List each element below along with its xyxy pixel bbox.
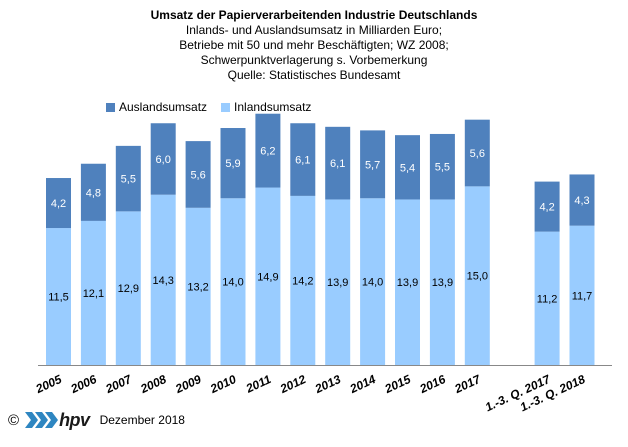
- x-tick-label-2013: 2013: [312, 372, 343, 397]
- bar-auslandsumsatz-2013: [325, 126, 351, 200]
- bar-auslandsumsatz-2010: [220, 128, 246, 199]
- data-label-auslandsumsatz-2013: 6,1: [330, 158, 345, 170]
- bar-auslandsumsatz-1-3-q-2018: [569, 174, 595, 226]
- legend-label-auslandsumsatz: Auslandsumsatz: [119, 100, 208, 114]
- bar-inlandsumsatz-2011: [255, 187, 281, 365]
- data-label-inlandsumsatz-2010: 14,0: [222, 277, 243, 289]
- data-label-auslandsumsatz-1-3-q-2018: 4,3: [574, 195, 589, 207]
- data-label-auslandsumsatz-1-3-q-2017: 4,2: [539, 202, 554, 214]
- bar-inlandsumsatz-2005: [46, 228, 71, 365]
- data-label-auslandsumsatz-2010: 5,9: [225, 158, 240, 170]
- x-tick-label-2017: 2017: [452, 371, 484, 396]
- data-label-auslandsumsatz-2017: 5,6: [470, 148, 485, 160]
- data-label-inlandsumsatz-2011: 14,9: [257, 271, 278, 283]
- chart-legend: Auslandsumsatz Inlandsumsatz: [106, 100, 311, 114]
- x-tick-label-2006: 2006: [68, 372, 99, 397]
- data-label-auslandsumsatz-2009: 5,6: [190, 169, 205, 181]
- bar-inlandsumsatz-2017: [464, 186, 490, 365]
- footer-date: Dezember 2018: [99, 413, 185, 427]
- chart-subtitle-line-2: Betriebe mit 50 und mehr Beschäftigten; …: [179, 38, 449, 52]
- x-tick-label-2012: 2012: [277, 372, 308, 397]
- bar-auslandsumsatz-2012: [290, 123, 316, 196]
- bar-inlandsumsatz-2014: [360, 198, 386, 365]
- data-label-auslandsumsatz-2006: 4,8: [86, 187, 101, 199]
- bar-auslandsumsatz-2008: [150, 123, 176, 195]
- bar-auslandsumsatz-2014: [360, 130, 386, 199]
- x-tick-label-2005: 2005: [33, 372, 64, 397]
- data-label-auslandsumsatz-2007: 5,5: [121, 174, 136, 186]
- x-tick-label-2009: 2009: [172, 372, 203, 397]
- hpv-logo: hpv: [25, 410, 90, 431]
- bar-auslandsumsatz-2016: [429, 133, 455, 200]
- chart-titles: Umsatz der Papierverarbeitenden Industri…: [0, 8, 628, 83]
- bar-inlandsumsatz-2012: [290, 195, 316, 365]
- data-label-inlandsumsatz-2009: 13,2: [187, 281, 208, 293]
- chart-title: Umsatz der Papierverarbeitenden Industri…: [150, 8, 478, 22]
- bar-inlandsumsatz-2015: [395, 199, 420, 365]
- legend-swatch-inlandsumsatz: [221, 102, 231, 112]
- data-label-auslandsumsatz-2008: 6,0: [156, 154, 171, 166]
- data-label-inlandsumsatz-2012: 14,2: [292, 275, 313, 287]
- data-label-inlandsumsatz-1-3-q-2018: 11,7: [572, 290, 593, 302]
- x-tick-label-2016: 2016: [417, 372, 448, 397]
- x-tick-label-2010: 2010: [207, 372, 238, 397]
- bar-inlandsumsatz-2010: [220, 198, 246, 365]
- legend-item-inlandsumsatz: Inlandsumsatz: [221, 100, 311, 114]
- copyright-symbol: ©: [8, 411, 20, 429]
- bar-auslandsumsatz-2017: [464, 119, 490, 187]
- x-tick-label-2008: 2008: [137, 372, 168, 397]
- data-label-inlandsumsatz-2014: 14,0: [362, 277, 383, 289]
- data-label-inlandsumsatz-2015: 13,9: [397, 277, 418, 289]
- bar-inlandsumsatz-2013: [325, 199, 351, 365]
- data-label-inlandsumsatz-2006: 12,1: [83, 288, 104, 300]
- data-label-auslandsumsatz-2005: 4,2: [51, 198, 66, 210]
- bar-inlandsumsatz-2016: [429, 199, 455, 365]
- bar-auslandsumsatz-2009: [185, 141, 211, 208]
- data-label-inlandsumsatz-2007: 12,9: [118, 283, 139, 295]
- data-label-auslandsumsatz-2011: 6,2: [260, 146, 275, 158]
- bar-inlandsumsatz-2009: [185, 207, 211, 365]
- bar-inlandsumsatz-1-3-q-2017: [534, 231, 560, 365]
- data-label-inlandsumsatz-1-3-q-2017: 11,2: [537, 293, 558, 305]
- legend-item-auslandsumsatz: Auslandsumsatz: [106, 100, 207, 114]
- hpv-logo-arrows-icon: [25, 412, 59, 428]
- data-label-inlandsumsatz-2016: 13,9: [432, 277, 453, 289]
- bar-auslandsumsatz-1-3-q-2017: [534, 181, 560, 232]
- bar-auslandsumsatz-2007: [115, 145, 141, 212]
- bar-inlandsumsatz-2006: [80, 220, 106, 365]
- x-tick-label-2015: 2015: [382, 372, 413, 397]
- data-label-auslandsumsatz-2015: 5,4: [400, 162, 415, 174]
- bar-inlandsumsatz-1-3-q-2018: [569, 225, 595, 365]
- bar-auslandsumsatz-2015: [395, 135, 420, 200]
- bar-inlandsumsatz-2008: [150, 194, 176, 365]
- chart-subtitle-line-4: Quelle: Statistisches Bundesamt: [227, 68, 401, 82]
- bar-auslandsumsatz-2006: [80, 163, 106, 221]
- data-label-inlandsumsatz-2017: 15,0: [467, 271, 488, 283]
- chart-subtitle-line-1: Inlands- und Auslandsumsatz in Milliarde…: [185, 23, 443, 37]
- chart-subtitle-line-3: Schwerpunktverlagerung s. Vorbemerkung: [200, 53, 428, 67]
- x-tick-label-2007: 2007: [103, 371, 135, 396]
- x-tick-label-2011: 2011: [243, 372, 274, 396]
- data-label-inlandsumsatz-2008: 14,3: [152, 275, 173, 287]
- footer: © hpv Dezember 2018: [8, 409, 185, 431]
- data-label-inlandsumsatz-2013: 13,9: [327, 277, 348, 289]
- legend-label-inlandsumsatz: Inlandsumsatz: [234, 100, 312, 114]
- bar-auslandsumsatz-2011: [255, 113, 281, 188]
- data-label-auslandsumsatz-2016: 5,5: [435, 162, 450, 174]
- data-label-auslandsumsatz-2012: 6,1: [295, 155, 310, 167]
- bar-inlandsumsatz-2007: [115, 211, 141, 365]
- hpv-logo-text: hpv: [59, 409, 90, 430]
- data-label-inlandsumsatz-2005: 11,5: [48, 292, 69, 304]
- legend-swatch-auslandsumsatz: [106, 102, 115, 112]
- bar-auslandsumsatz-2005: [46, 178, 71, 229]
- data-label-auslandsumsatz-2014: 5,7: [365, 159, 380, 171]
- x-tick-label-2014: 2014: [347, 372, 378, 397]
